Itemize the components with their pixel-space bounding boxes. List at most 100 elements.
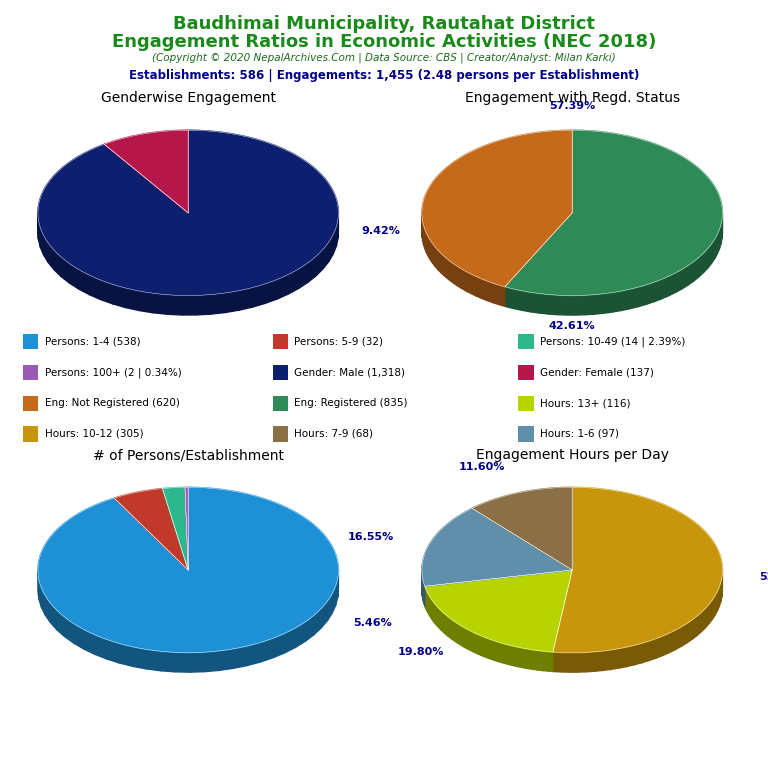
Polygon shape: [544, 651, 547, 671]
Polygon shape: [449, 260, 453, 283]
Polygon shape: [285, 628, 296, 653]
Polygon shape: [541, 650, 544, 670]
Polygon shape: [676, 627, 681, 650]
Polygon shape: [612, 291, 621, 312]
Polygon shape: [717, 587, 720, 611]
Polygon shape: [429, 594, 430, 616]
Polygon shape: [676, 270, 682, 293]
Polygon shape: [430, 596, 431, 617]
Polygon shape: [239, 288, 252, 310]
Polygon shape: [197, 295, 210, 315]
Polygon shape: [462, 626, 464, 647]
Polygon shape: [654, 280, 661, 302]
Polygon shape: [424, 226, 425, 249]
Polygon shape: [89, 275, 101, 300]
Polygon shape: [539, 293, 548, 314]
Polygon shape: [425, 570, 572, 652]
Polygon shape: [439, 607, 440, 629]
Polygon shape: [273, 634, 285, 657]
Polygon shape: [688, 262, 694, 285]
Text: Hours: 10-12 (305): Hours: 10-12 (305): [45, 429, 143, 439]
Polygon shape: [482, 279, 487, 300]
Polygon shape: [428, 237, 430, 260]
Polygon shape: [336, 219, 338, 246]
Polygon shape: [701, 608, 706, 632]
Polygon shape: [225, 290, 239, 313]
Text: Persons: 100+ (2 | 0.34%): Persons: 100+ (2 | 0.34%): [45, 367, 181, 378]
Polygon shape: [611, 648, 619, 670]
Polygon shape: [442, 253, 445, 276]
Polygon shape: [126, 288, 139, 310]
Polygon shape: [569, 653, 578, 672]
Polygon shape: [57, 611, 65, 637]
Polygon shape: [513, 646, 516, 666]
Polygon shape: [426, 590, 427, 611]
Polygon shape: [663, 633, 669, 655]
Polygon shape: [466, 272, 472, 293]
Text: Persons: 5-9 (32): Persons: 5-9 (32): [294, 336, 383, 347]
Polygon shape: [448, 617, 450, 637]
Polygon shape: [468, 630, 471, 650]
Polygon shape: [327, 594, 333, 621]
Polygon shape: [585, 295, 594, 315]
Polygon shape: [314, 608, 321, 635]
Polygon shape: [634, 644, 642, 665]
Polygon shape: [481, 635, 483, 656]
Polygon shape: [682, 266, 688, 289]
Polygon shape: [460, 625, 462, 646]
Polygon shape: [485, 637, 488, 658]
Polygon shape: [175, 652, 190, 672]
Polygon shape: [531, 293, 539, 313]
Polygon shape: [445, 257, 449, 280]
Polygon shape: [567, 296, 576, 315]
Polygon shape: [464, 627, 466, 648]
Polygon shape: [478, 634, 481, 655]
Text: Eng: Not Registered (620): Eng: Not Registered (620): [45, 398, 180, 409]
Polygon shape: [491, 640, 494, 660]
Polygon shape: [721, 578, 722, 601]
Polygon shape: [669, 630, 676, 653]
Polygon shape: [139, 291, 154, 313]
Text: 19.80%: 19.80%: [398, 647, 444, 657]
Polygon shape: [505, 286, 513, 309]
Text: 57.39%: 57.39%: [549, 101, 595, 111]
Polygon shape: [521, 291, 531, 312]
Polygon shape: [715, 591, 717, 615]
Polygon shape: [38, 131, 339, 296]
Polygon shape: [494, 641, 496, 660]
Polygon shape: [38, 488, 339, 653]
Polygon shape: [70, 263, 79, 290]
Polygon shape: [329, 234, 333, 261]
Polygon shape: [475, 634, 478, 654]
Polygon shape: [621, 290, 630, 310]
Polygon shape: [513, 289, 521, 310]
Polygon shape: [101, 280, 113, 304]
Polygon shape: [476, 276, 482, 299]
Polygon shape: [711, 239, 714, 263]
Text: Gender: Male (1,318): Gender: Male (1,318): [294, 367, 406, 378]
Polygon shape: [619, 647, 627, 668]
Polygon shape: [104, 131, 188, 213]
Polygon shape: [627, 645, 634, 667]
Polygon shape: [538, 650, 541, 670]
Polygon shape: [483, 637, 485, 657]
Polygon shape: [553, 652, 561, 672]
Text: Engagement Ratios in Economic Activities (NEC 2018): Engagement Ratios in Economic Activities…: [112, 33, 656, 51]
Polygon shape: [265, 280, 277, 303]
Polygon shape: [692, 616, 697, 639]
Polygon shape: [642, 641, 649, 663]
Polygon shape: [114, 488, 188, 570]
Polygon shape: [630, 287, 638, 309]
Polygon shape: [333, 227, 336, 253]
Polygon shape: [439, 250, 442, 273]
Polygon shape: [305, 615, 314, 641]
Polygon shape: [299, 263, 308, 289]
Polygon shape: [473, 632, 475, 653]
Polygon shape: [427, 591, 428, 613]
Polygon shape: [422, 508, 572, 586]
Polygon shape: [603, 650, 611, 670]
Polygon shape: [432, 600, 433, 621]
Polygon shape: [44, 235, 48, 263]
Title: Engagement Hours per Day: Engagement Hours per Day: [475, 449, 669, 462]
Polygon shape: [205, 650, 219, 672]
